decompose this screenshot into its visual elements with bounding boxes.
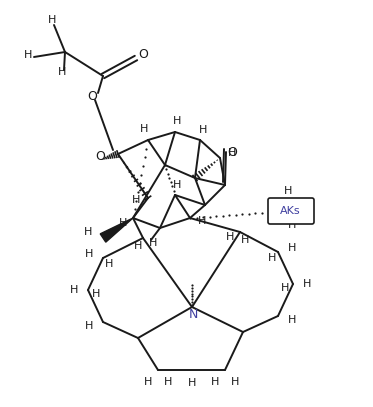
Text: H: H	[268, 253, 276, 263]
Text: H: H	[198, 216, 206, 226]
Text: H: H	[144, 377, 152, 387]
Text: H: H	[164, 377, 172, 387]
Text: H: H	[119, 218, 127, 228]
Text: H: H	[48, 15, 56, 25]
Text: H: H	[105, 259, 113, 269]
Text: H: H	[241, 235, 249, 245]
Text: H: H	[134, 241, 142, 251]
Text: H: H	[281, 283, 289, 293]
Text: H: H	[173, 116, 181, 126]
Text: H: H	[199, 125, 207, 135]
Text: H: H	[24, 50, 32, 60]
Text: H: H	[140, 124, 148, 134]
Text: H: H	[70, 285, 78, 295]
Text: H: H	[228, 148, 236, 158]
Text: H: H	[149, 238, 157, 248]
Text: O: O	[138, 48, 148, 61]
Text: O: O	[95, 149, 105, 162]
Text: H: H	[84, 227, 92, 237]
Text: H: H	[58, 67, 66, 77]
Text: H: H	[173, 180, 181, 190]
Text: H: H	[288, 243, 296, 253]
Text: H: H	[92, 289, 100, 299]
Text: H: H	[85, 249, 93, 259]
Text: H: H	[288, 220, 296, 230]
Text: AKs: AKs	[280, 206, 300, 216]
FancyBboxPatch shape	[268, 198, 314, 224]
Text: H: H	[211, 377, 219, 387]
Text: H: H	[284, 186, 292, 196]
Text: H: H	[226, 232, 234, 242]
Text: H: H	[132, 195, 140, 205]
Polygon shape	[100, 218, 133, 242]
Text: H: H	[288, 315, 296, 325]
Text: H: H	[303, 279, 311, 289]
Text: H: H	[188, 378, 196, 388]
Text: H: H	[85, 321, 93, 331]
Text: O: O	[227, 145, 237, 158]
Text: H: H	[231, 377, 239, 387]
Text: N: N	[188, 309, 198, 322]
Text: O: O	[87, 90, 97, 103]
